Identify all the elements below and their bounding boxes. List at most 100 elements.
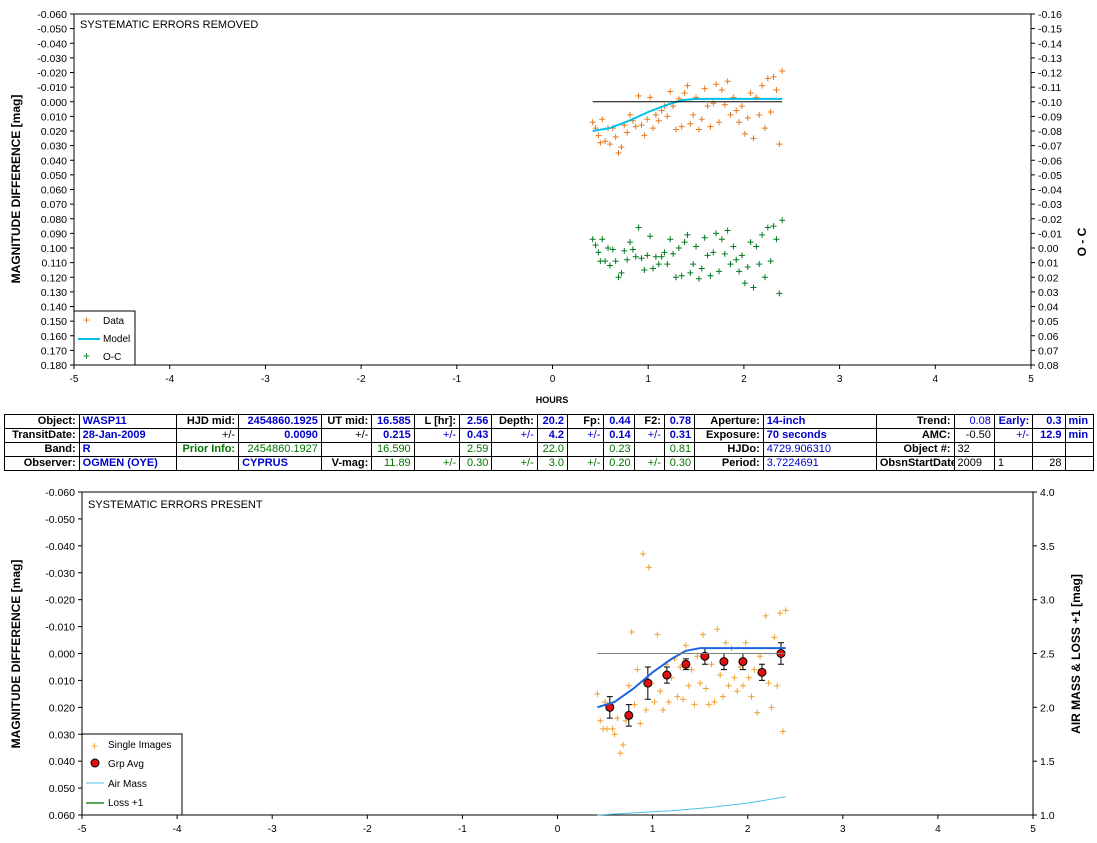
- y-tick-label: 0.060: [41, 185, 67, 197]
- o-c-point: [602, 258, 609, 265]
- data-point: [690, 111, 697, 118]
- info-cell: +/-: [413, 456, 461, 471]
- y2-tick-label: -0.07: [1038, 141, 1062, 153]
- y-tick-label: -0.010: [37, 82, 67, 94]
- x-tick-label: 0: [555, 824, 561, 835]
- plot-area: [81, 491, 1034, 816]
- data-point: [770, 73, 777, 80]
- info-cell: 0.43: [459, 428, 493, 443]
- y2-tick-label: -0.02: [1038, 214, 1062, 226]
- info-cell: +/-: [491, 456, 538, 471]
- info-cell: 2.56: [459, 414, 493, 429]
- data-point: [761, 125, 768, 132]
- o-c-point: [733, 256, 740, 263]
- o-c-point: [707, 272, 714, 279]
- info-cell: Band:: [4, 442, 80, 457]
- info-cell: [1032, 442, 1066, 457]
- data-point: [707, 123, 714, 130]
- o-c-point: [661, 249, 668, 256]
- info-cell: min: [1064, 428, 1095, 443]
- data-point: [716, 119, 723, 126]
- data-point: [698, 116, 705, 123]
- y-axis-label: MAGNITUDE DIFFERENCE [mag]: [9, 95, 23, 284]
- legend-label-airmass: Air Mass: [108, 779, 147, 790]
- y-tick-label: -0.020: [37, 68, 67, 80]
- y-tick-label: -0.050: [37, 24, 67, 36]
- data-point: [618, 144, 625, 151]
- data-point: [635, 92, 642, 99]
- info-cell: [1064, 442, 1095, 457]
- data-point: [724, 78, 731, 85]
- o-c-point: [589, 236, 596, 243]
- info-cell: 0.08: [953, 414, 995, 429]
- single-images-point: [774, 682, 781, 689]
- y2-tick-label: -0.11: [1038, 82, 1061, 94]
- single-images-point: [717, 672, 724, 679]
- o-c-point: [612, 258, 619, 265]
- info-cell: +/-: [633, 428, 665, 443]
- single-images-point: [651, 698, 658, 705]
- info-cell: 4729.906310: [762, 442, 877, 457]
- info-cell: [320, 442, 373, 457]
- x-tick-label: -5: [78, 824, 87, 835]
- y-tick-label: -0.030: [37, 53, 67, 65]
- data-point: [704, 103, 711, 110]
- info-cell: +/-: [175, 428, 240, 443]
- o-c-point: [716, 268, 723, 275]
- single-images-point: [685, 682, 692, 689]
- data-point: [599, 116, 606, 123]
- o-c-point: [605, 245, 612, 251]
- chart-title: SYSTEMATIC ERRORS PRESENT: [88, 499, 263, 511]
- bottom-chart: SYSTEMATIC ERRORS PRESENT -5 -4 -3 -2 -1 0 1 2 3…: [9, 487, 1083, 835]
- single-images-point: [719, 693, 726, 700]
- o-c-point: [718, 236, 725, 243]
- info-cell: 12.9: [1032, 428, 1066, 443]
- data-point: [589, 119, 596, 126]
- o-c-point: [738, 252, 745, 259]
- y-tick-label: -0.050: [45, 514, 75, 526]
- data-point: [638, 122, 645, 129]
- y2-tick-label: -0.04: [1038, 185, 1062, 197]
- x-tick-label: -5: [70, 374, 79, 385]
- info-cell: Aperture:: [694, 414, 764, 429]
- info-cell: +/-: [633, 456, 665, 471]
- o-c-point: [632, 253, 639, 260]
- info-cell: OGMEN (OYE): [78, 456, 177, 471]
- data-point: [632, 123, 639, 130]
- info-cell: +/-: [567, 428, 605, 443]
- single-images-point: [708, 661, 715, 668]
- y-tick-label: 0.060: [49, 810, 75, 822]
- single-images-point: [674, 693, 681, 700]
- chart-title: SYSTEMATIC ERRORS REMOVED: [80, 19, 258, 31]
- data-point: [647, 94, 654, 101]
- o-c-point: [641, 266, 648, 273]
- info-cell: 0.3: [1032, 414, 1066, 429]
- legend-marker-grp: [90, 758, 100, 768]
- o-c-point: [652, 253, 659, 260]
- single-images-point: [665, 698, 672, 705]
- info-cell: 20.2: [536, 414, 569, 429]
- y2-tick-label: 0.05: [1038, 316, 1059, 328]
- o-c-point: [638, 255, 645, 262]
- grp-avg-point: [738, 657, 748, 667]
- y2-axis-label: O - C: [1075, 227, 1089, 256]
- info-cell: Trend:: [875, 414, 955, 429]
- single-images-point: [634, 666, 641, 673]
- single-images-point: [682, 642, 689, 649]
- single-images-point: [751, 666, 758, 673]
- o-c-point: [767, 258, 774, 265]
- single-images-point: [677, 663, 684, 670]
- y-tick-label: 0.020: [49, 702, 75, 714]
- data-point: [641, 132, 648, 139]
- y-tick-label: 0.000: [49, 649, 75, 661]
- grp-avg-point: [624, 710, 634, 720]
- y-tick-label: 0.010: [41, 111, 67, 123]
- y-tick-label: 0.010: [49, 675, 75, 687]
- info-cell: 2009: [953, 456, 995, 471]
- y2-tick-label: -0.12: [1038, 68, 1062, 80]
- single-images-point: [691, 701, 698, 708]
- data-point: [602, 138, 609, 145]
- o-c-point: [599, 236, 606, 243]
- legend-label-data: Data: [103, 316, 125, 327]
- info-cell: 2.59: [459, 442, 493, 457]
